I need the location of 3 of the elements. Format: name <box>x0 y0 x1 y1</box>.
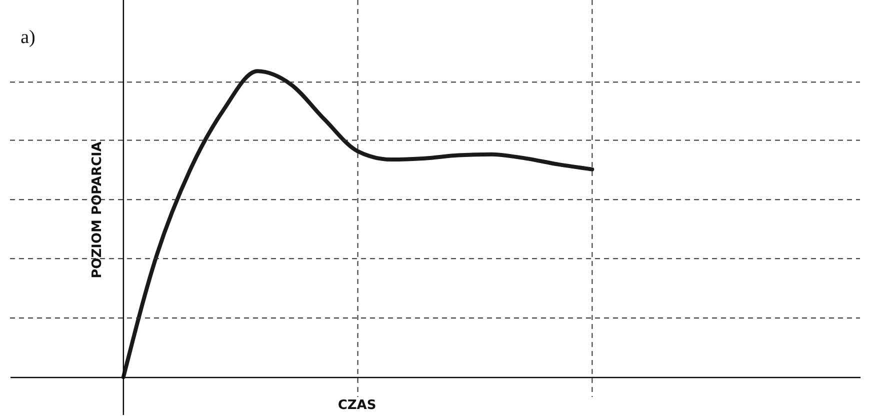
x-axis-title: CZAS <box>338 398 376 413</box>
text: a) <box>20 27 36 48</box>
y-axis-title: POZIOM POPARCIA <box>90 142 105 278</box>
